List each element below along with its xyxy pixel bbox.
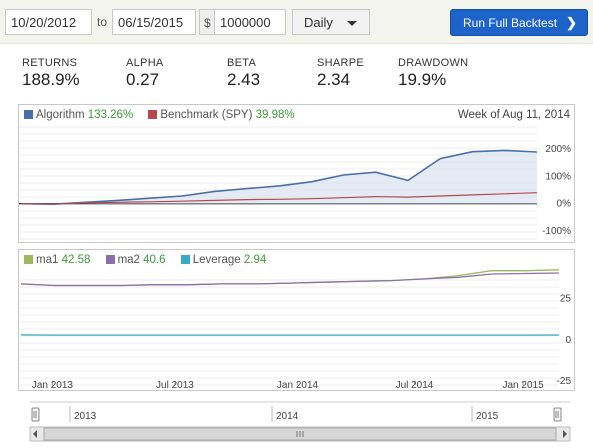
legend-name: ma1 (36, 254, 59, 266)
stat-value: 188.9% (22, 70, 80, 89)
stat-label: BETA (227, 57, 257, 69)
navigator-year-label: 2015 (476, 411, 499, 422)
navigator-year-label: 2013 (74, 411, 97, 422)
returns-chart-panel[interactable]: Algorithm 133.26% Benchmark (SPY) 39.98%… (18, 104, 575, 243)
capital-input[interactable]: 1000000 (214, 9, 286, 35)
returns-legend: Algorithm 133.26% Benchmark (SPY) 39.98% (24, 109, 307, 121)
scroll-left-arrow-icon (33, 430, 37, 438)
legend-name: ma2 (117, 254, 140, 266)
x-tick-label: Jul 2014 (396, 380, 434, 391)
end-date-input[interactable]: 06/15/2015 (112, 9, 196, 35)
stat-label: ALPHA (126, 57, 164, 69)
legend-item-algorithm[interactable]: Algorithm 133.26% (24, 109, 136, 121)
x-tick-label: Jan 2015 (503, 380, 545, 391)
y-tick-label: 100% (545, 171, 571, 182)
stat-value: 19.9% (398, 70, 447, 89)
stat-label: SHARPE (317, 57, 365, 69)
legend-swatch (105, 255, 115, 264)
to-label: to (97, 15, 108, 29)
stat-label: DRAWDOWN (398, 57, 469, 69)
ma2-series-line (20, 272, 560, 287)
y-tick-label: -25 (557, 376, 572, 387)
range-navigator[interactable]: 2013 2014 2015 (29, 401, 571, 444)
legend-swatch (148, 110, 158, 119)
navigator-year-label: 2014 (276, 411, 299, 422)
y-tick-label: 0% (557, 199, 572, 210)
chevron-right-icon: ❯ (566, 15, 577, 30)
legend-value: 133.26% (87, 109, 134, 121)
stat-value: 2.43 (227, 70, 261, 89)
legend-item-ma1[interactable]: ma1 42.58 (24, 254, 94, 266)
y-tick-label: 25 (560, 294, 572, 305)
y-tick-label: -100% (542, 226, 571, 237)
frequency-select[interactable]: Daily (292, 9, 370, 35)
legend-value: 40.6 (143, 254, 166, 266)
y-tick-label: 0 (565, 335, 571, 346)
legend-item-benchmark[interactable]: Benchmark (SPY) 39.98% (148, 109, 295, 121)
hover-date-label: Week of Aug 11, 2014 (457, 109, 570, 121)
x-tick-label: Jan 2013 (32, 380, 74, 391)
start-date-input[interactable]: 10/20/2012 (5, 9, 92, 35)
run-full-backtest-button[interactable]: Run Full Backtest ❯ (450, 9, 588, 36)
legend-swatch (24, 255, 33, 264)
stat-beta: BETA 2.43 (227, 57, 260, 90)
scroll-right-arrow-icon (563, 430, 567, 438)
stat-value: 2.34 (317, 70, 351, 89)
algorithm-area (21, 150, 537, 205)
backtest-toolbar: 10/20/2012 to 06/15/2015 $ 1000000 Daily… (0, 0, 593, 44)
stat-drawdown: DRAWDOWN 19.9% (398, 57, 468, 90)
legend-name: Benchmark (SPY) (160, 109, 253, 121)
indicator-legend: ma1 42.58 ma2 40.6 Leverage 2.94 (24, 254, 278, 266)
legend-item-leverage[interactable]: Leverage 2.94 (180, 254, 267, 266)
returns-chart-svg: 200% 100% 0% -100% (19, 126, 572, 240)
legend-name: Leverage (192, 254, 241, 266)
indicator-chart-panel[interactable]: ma1 42.58 ma2 40.6 Leverage 2.94 25 0 -25 J… (18, 249, 575, 391)
indicator-chart-svg: 25 0 -25 Jan 2013 Jul 2013 Jan 2014 Jul 2014 Ja… (19, 269, 572, 391)
x-tick-label: Jul 2013 (156, 380, 194, 391)
navigator-svg: 2013 2014 2015 (29, 401, 571, 442)
x-tick-label: Jan 2014 (277, 380, 319, 391)
legend-item-ma2[interactable]: ma2 40.6 (105, 254, 169, 266)
stat-returns: RETURNS 188.9% (22, 57, 80, 90)
frequency-value: Daily (304, 15, 333, 30)
stat-sharpe: SHARPE 2.34 (317, 57, 364, 90)
legend-name: Algorithm (36, 109, 85, 121)
legend-value: 42.58 (61, 254, 91, 266)
stat-value: 0.27 (126, 70, 160, 89)
legend-swatch (180, 255, 190, 264)
run-button-label: Run Full Backtest (463, 16, 558, 30)
currency-symbol: $ (199, 9, 215, 35)
y-tick-label: 200% (545, 144, 571, 155)
caret-down-icon (347, 21, 357, 26)
legend-value: 2.94 (243, 254, 267, 266)
stat-alpha: ALPHA 0.27 (126, 57, 164, 90)
legend-swatch (24, 110, 33, 119)
legend-value: 39.98% (255, 109, 295, 121)
stat-label: RETURNS (22, 57, 78, 69)
